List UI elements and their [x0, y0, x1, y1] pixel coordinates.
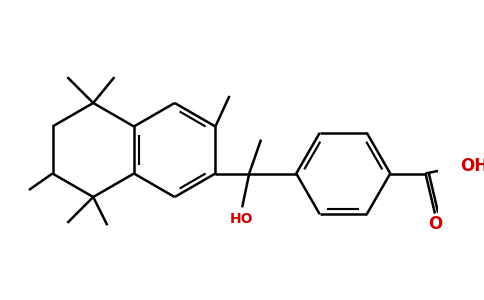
- Text: HO: HO: [229, 212, 253, 226]
- Text: OH: OH: [460, 157, 484, 175]
- Text: O: O: [428, 215, 442, 233]
